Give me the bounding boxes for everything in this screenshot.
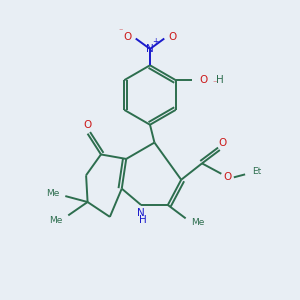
Text: O: O <box>123 32 131 42</box>
Text: Et: Et <box>252 167 261 176</box>
Text: Me: Me <box>49 216 62 225</box>
Text: H: H <box>139 215 146 225</box>
Text: O: O <box>224 172 232 182</box>
Text: N: N <box>137 208 145 218</box>
Text: O: O <box>219 138 227 148</box>
Text: Me: Me <box>46 189 59 198</box>
Text: N: N <box>146 44 154 54</box>
Text: ⁻: ⁻ <box>118 27 122 36</box>
Text: +: + <box>152 37 158 46</box>
Text: ⁻: ⁻ <box>212 79 217 88</box>
Text: O: O <box>200 75 208 85</box>
Text: O: O <box>169 32 177 42</box>
Text: O: O <box>83 120 92 130</box>
Text: H: H <box>216 75 224 85</box>
Text: Me: Me <box>191 218 205 227</box>
